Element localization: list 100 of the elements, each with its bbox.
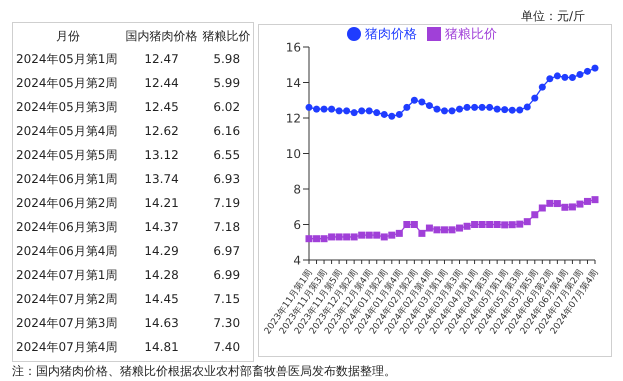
- point: [456, 224, 464, 232]
- point: [584, 68, 591, 75]
- text: 注：国内猪肉价格、猪粮比价根据农业农村部畜牧兽医局发布数据整理。: [12, 363, 396, 380]
- point: [448, 226, 456, 234]
- point: [320, 235, 328, 242]
- point: [494, 106, 501, 113]
- category-label: 2024年05月第2周: [15, 74, 118, 92]
- point: [546, 75, 554, 82]
- point: [418, 98, 426, 106]
- point: [440, 226, 448, 234]
- point: [336, 107, 343, 114]
- category-label: 2024年07月第1周: [15, 266, 118, 284]
- point: [508, 106, 516, 114]
- data-label: 6.99: [212, 267, 242, 284]
- legend-label: 猪肉价格: [365, 27, 417, 42]
- y-tick-label: 12: [286, 111, 301, 126]
- point: [478, 104, 486, 111]
- point: [464, 104, 471, 111]
- point: [524, 103, 531, 110]
- text: 单位：元/斤: [520, 8, 585, 25]
- legend-label: 猪粮比价: [445, 27, 497, 42]
- text: 猪粮比价: [202, 28, 252, 44]
- data-label: 13.74: [143, 171, 180, 188]
- data-label: 14.21: [143, 195, 180, 212]
- point: [501, 221, 508, 228]
- data-label: 6.93: [212, 171, 242, 188]
- point: [373, 232, 380, 239]
- point: [592, 64, 598, 72]
- point: [486, 104, 494, 111]
- point: [350, 109, 358, 116]
- point: [336, 233, 343, 240]
- point: [396, 230, 403, 237]
- point: [328, 233, 336, 240]
- point: [448, 107, 456, 114]
- point: [433, 226, 440, 234]
- point: [554, 72, 561, 80]
- point: [403, 221, 410, 228]
- point: [380, 233, 388, 240]
- data-label: 12.47: [143, 51, 180, 68]
- y-tick-label: 10: [286, 146, 301, 161]
- point: [516, 106, 524, 114]
- data-label: 6.02: [212, 99, 242, 116]
- point: [388, 232, 396, 239]
- point: [410, 221, 418, 228]
- point: [584, 198, 591, 205]
- data-label: 7.19: [212, 195, 242, 212]
- text: 国内猪肉价格: [124, 28, 199, 44]
- point: [501, 106, 508, 114]
- point: [366, 107, 373, 114]
- point: [568, 74, 576, 82]
- point: [546, 200, 554, 207]
- category-label: 2024年07月第3周: [15, 314, 118, 332]
- text: 月份: [54, 28, 81, 44]
- category-label: 2024年06月第2周: [15, 194, 118, 212]
- point: [576, 200, 584, 208]
- point: [478, 221, 486, 228]
- data-label: 7.18: [212, 219, 242, 236]
- point: [410, 96, 418, 104]
- data-label: 6.97: [212, 243, 242, 260]
- point: [418, 230, 426, 237]
- point: [576, 71, 584, 78]
- category-label: 2024年05月第1周: [15, 50, 118, 68]
- data-label: 12.45: [143, 99, 180, 116]
- point: [426, 224, 433, 232]
- data-label: 14.29: [143, 243, 180, 260]
- data-label: 12.62: [143, 123, 180, 140]
- point: [396, 110, 403, 118]
- point: [403, 104, 410, 111]
- point: [358, 232, 366, 239]
- point: [373, 109, 380, 116]
- data-label: 13.12: [143, 147, 180, 164]
- data-label: 14.63: [143, 315, 180, 332]
- data-label: 12.44: [143, 75, 180, 92]
- point: [471, 104, 478, 111]
- point: [380, 110, 388, 118]
- data-label: 6.55: [212, 147, 242, 164]
- point: [366, 232, 373, 239]
- data-label: 14.28: [143, 267, 180, 284]
- point: [516, 220, 524, 228]
- point: [343, 107, 350, 114]
- data-label: 5.99: [212, 75, 242, 92]
- data-label: 7.15: [212, 291, 242, 308]
- y-tick-label: 16: [286, 40, 301, 54]
- point: [433, 106, 440, 113]
- point: [538, 84, 546, 91]
- point: [464, 222, 471, 230]
- point: [561, 204, 568, 211]
- point: [440, 107, 448, 114]
- point: [306, 235, 312, 242]
- point: [350, 233, 358, 240]
- point: [561, 74, 568, 81]
- data-label: 7.40: [212, 339, 242, 356]
- point: [524, 218, 531, 226]
- category-label: 2024年06月第3周: [15, 218, 118, 236]
- y-tick-label: 8: [293, 182, 301, 196]
- data-label: 14.45: [143, 291, 180, 308]
- category-label: 2024年05月第4周: [15, 122, 118, 140]
- point: [388, 112, 396, 120]
- category-label: 2024年05月第3周: [15, 98, 118, 116]
- point: [313, 235, 320, 242]
